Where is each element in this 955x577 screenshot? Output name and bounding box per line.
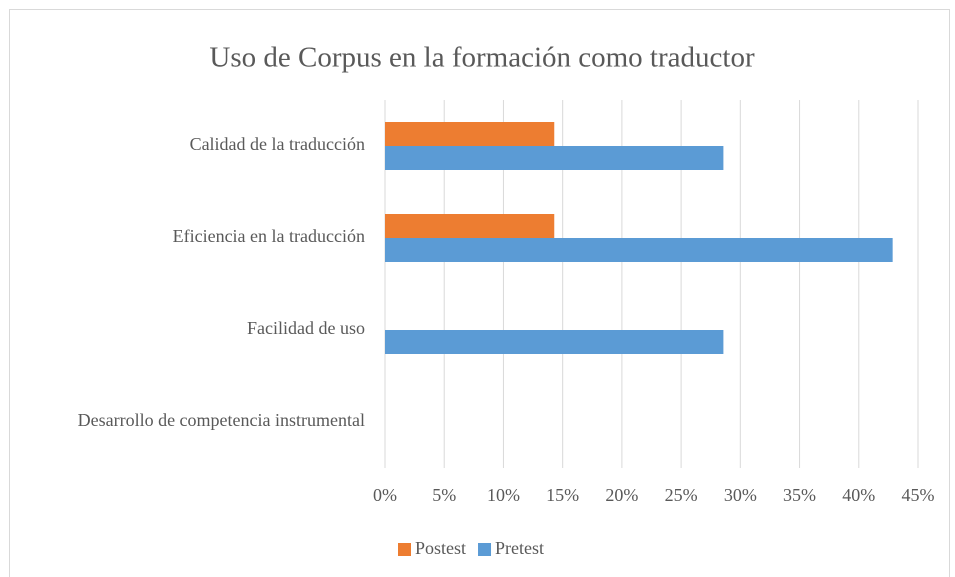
legend-swatch xyxy=(398,543,411,556)
y-tick-label: Desarrollo de competencia instrumental xyxy=(78,410,365,430)
y-tick-label: Calidad de la traducción xyxy=(190,134,365,154)
x-tick-label: 10% xyxy=(487,485,520,505)
x-tick-label: 25% xyxy=(665,485,698,505)
x-tick-label: 5% xyxy=(432,485,456,505)
bar xyxy=(385,122,555,146)
y-tick-label: Facilidad de uso xyxy=(247,318,365,338)
chart-title: Uso de Corpus en la formación como tradu… xyxy=(209,42,755,74)
bar xyxy=(385,214,555,238)
legend-label: Postest xyxy=(415,538,466,558)
legend-label: Pretest xyxy=(495,538,544,558)
chart-border xyxy=(9,9,950,577)
bar xyxy=(385,330,724,354)
x-tick-label: 35% xyxy=(783,485,816,505)
y-tick-label: Eficiencia en la traducción xyxy=(173,226,365,246)
x-tick-label: 15% xyxy=(546,485,579,505)
x-tick-label: 40% xyxy=(842,485,875,505)
x-tick-label: 30% xyxy=(724,485,757,505)
legend-swatch xyxy=(478,543,492,556)
x-tick-label: 45% xyxy=(902,485,935,505)
x-tick-label: 20% xyxy=(605,485,638,505)
x-tick-label: 0% xyxy=(373,485,397,505)
bar xyxy=(385,146,724,170)
bar xyxy=(385,238,893,262)
